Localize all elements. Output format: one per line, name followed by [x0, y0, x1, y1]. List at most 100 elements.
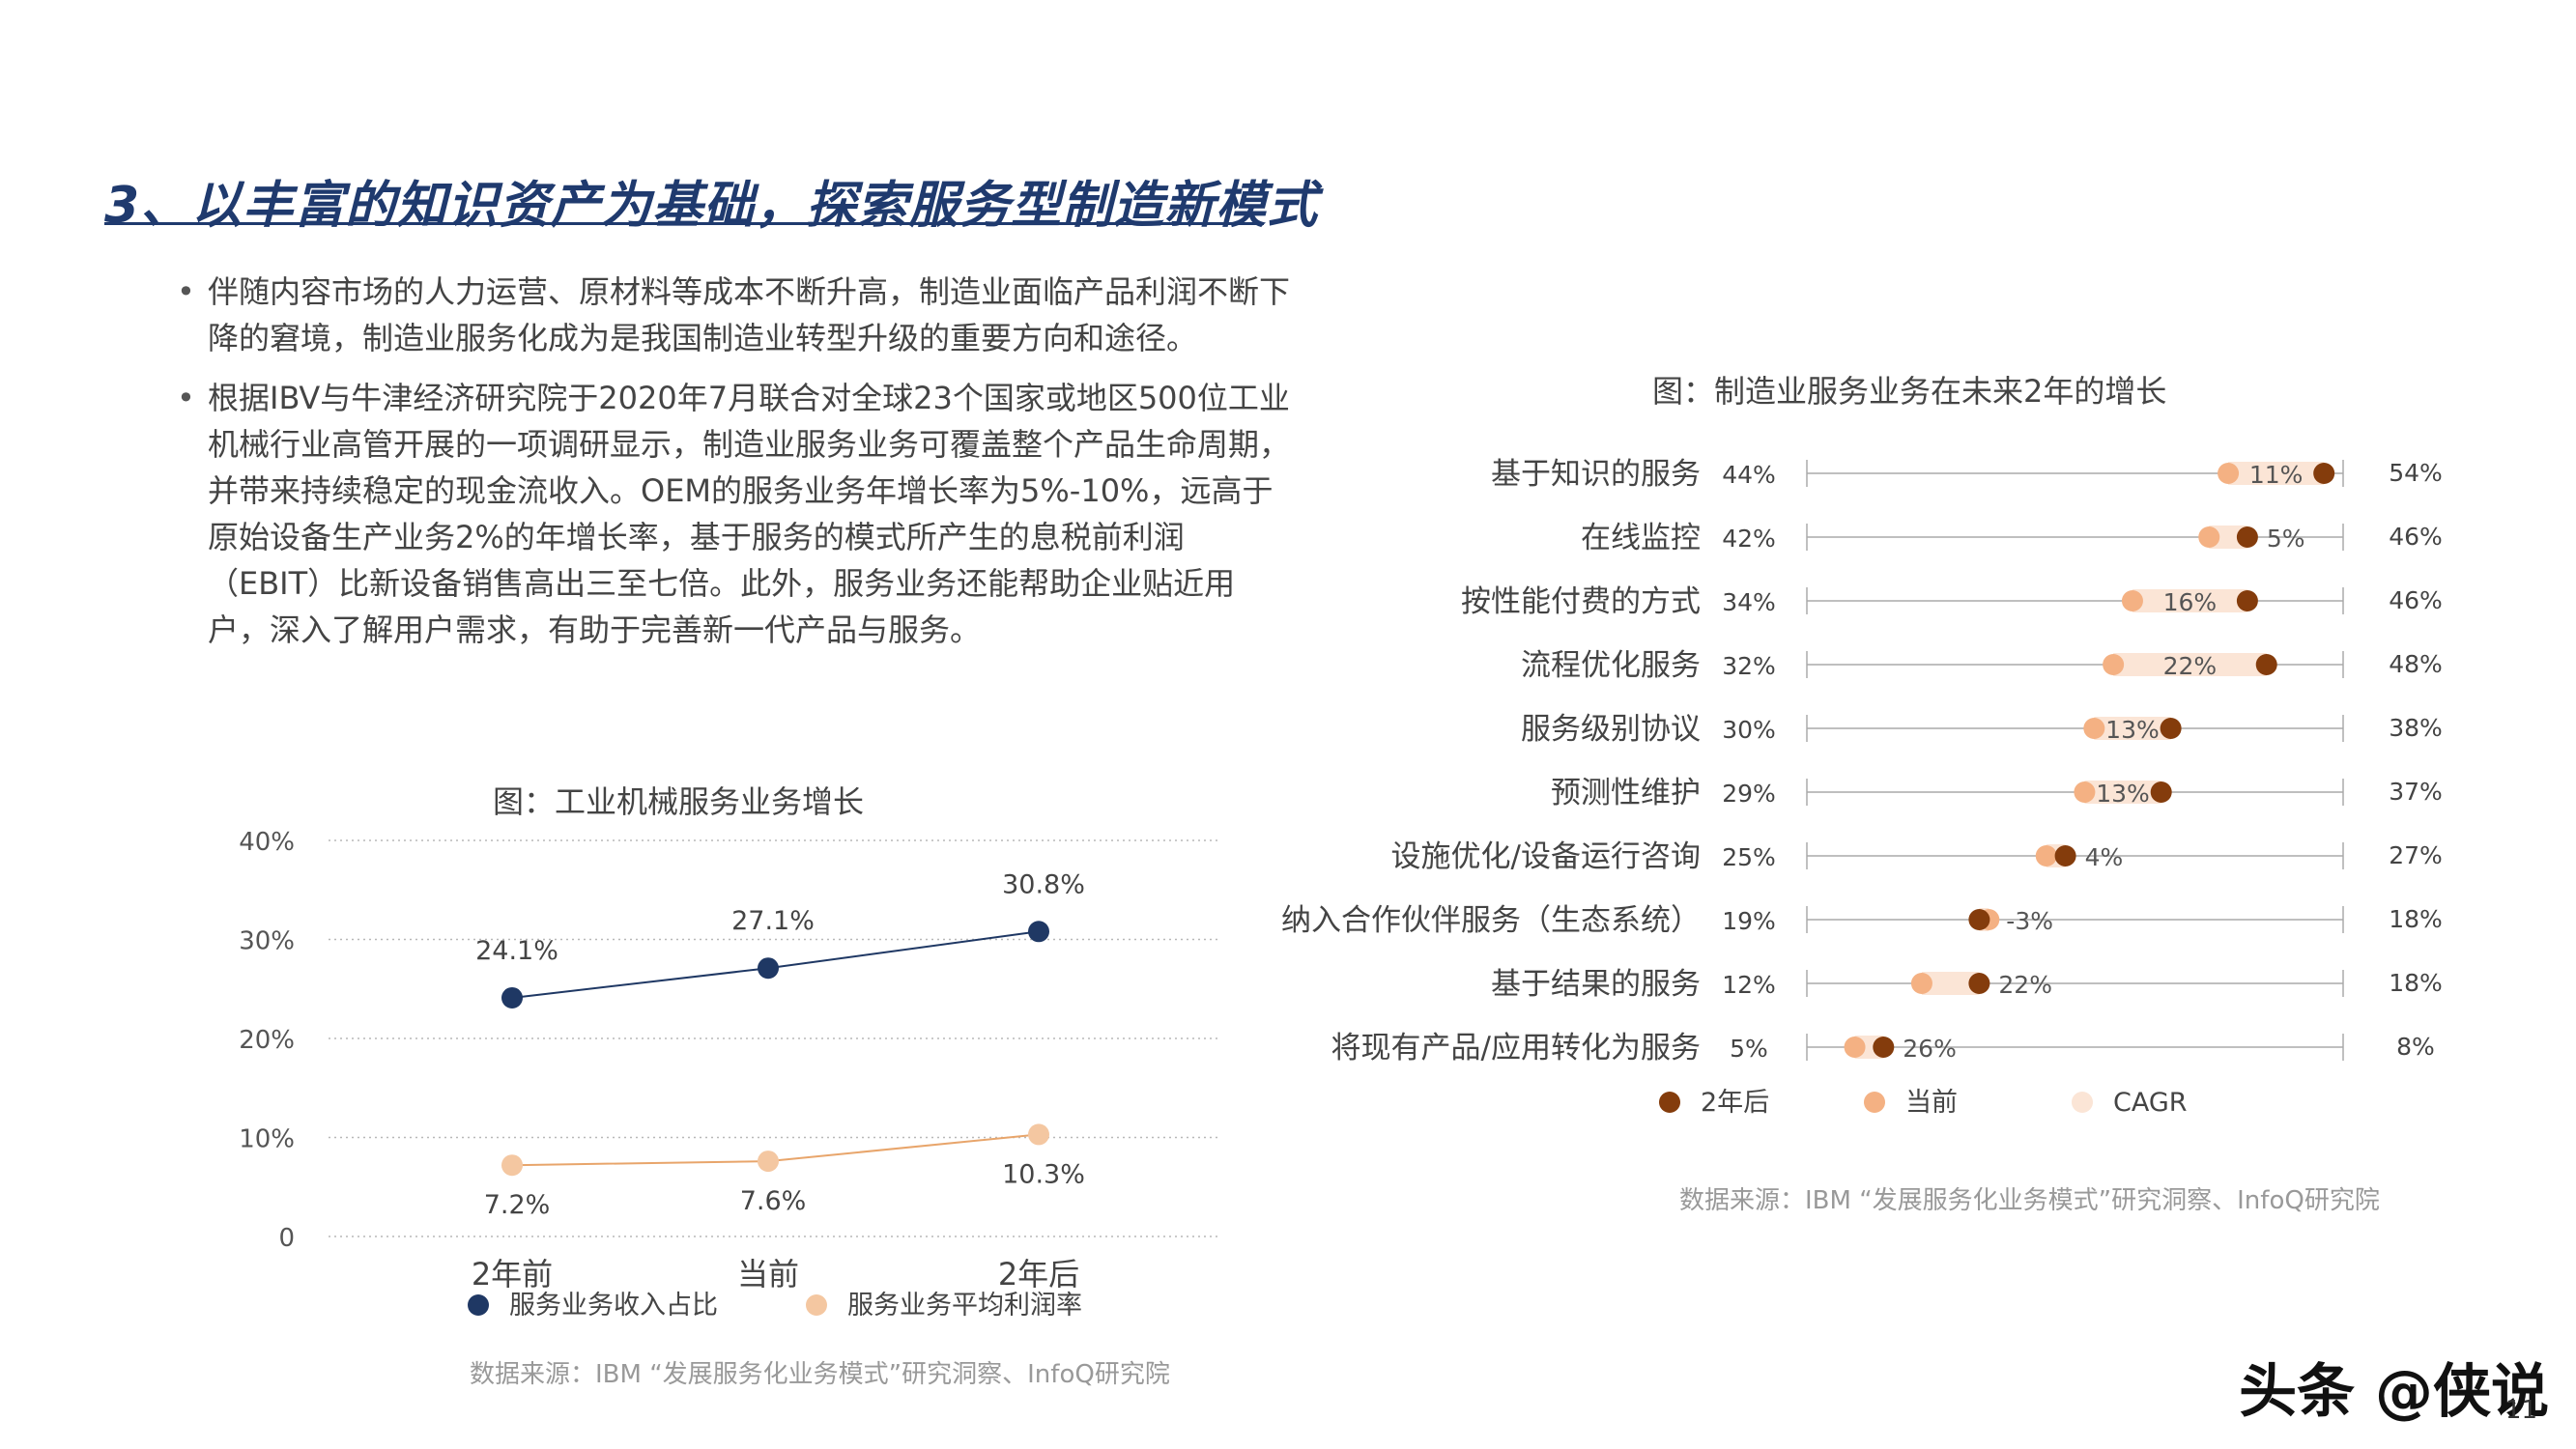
bullet-list: • 伴随内容市场的人力运营、原材料等成本不断升高，制造业面临产品利润不断下降的窘…: [177, 269, 1291, 667]
bullet-text: 伴随内容市场的人力运营、原材料等成本不断升高，制造业面临产品利润不断下降的窘境，…: [208, 273, 1291, 356]
legend-marker: [1864, 1092, 1885, 1113]
data-label: 7.6%: [740, 1186, 807, 1216]
cagr-label: 22%: [1998, 971, 2052, 999]
current-value-label: 42%: [1722, 525, 1776, 553]
after-2y-point: [2150, 781, 2172, 803]
legend-label: 服务业务收入占比: [509, 1291, 718, 1321]
data-point: [1028, 1123, 1049, 1146]
after-2y-value-label: 27%: [2389, 841, 2443, 869]
after-2y-value-label: 8%: [2396, 1033, 2435, 1061]
cagr-label: 5%: [2267, 525, 2305, 553]
current-value-label: 25%: [1722, 843, 1776, 871]
dumbbell-chart: 基于知识的服务 44% 11% 54% 在线监控 42% 5% 46% 按性能付费的方式 34% 1…: [1281, 457, 2443, 1118]
legend-label: 服务业务平均利润率: [847, 1291, 1082, 1321]
bullet-item: • 伴随内容市场的人力运营、原材料等成本不断升高，制造业面临产品利润不断下降的窘…: [177, 269, 1291, 361]
after-2y-point: [2054, 845, 2076, 867]
category-label: 预测性维护: [1551, 776, 1701, 810]
category-label: 纳入合作伙伴服务（生态系统）: [1281, 903, 1701, 938]
current-point: [2121, 590, 2143, 611]
category-label: 基于结果的服务: [1491, 967, 1701, 1002]
legend-marker: [1659, 1092, 1680, 1113]
title-underline: [104, 222, 1264, 225]
line-chart-caption: 图：工业机械服务业务增长: [493, 783, 865, 820]
current-point: [2103, 654, 2125, 675]
current-value-label: 44%: [1722, 461, 1776, 489]
after-2y-point: [1968, 909, 1990, 930]
cagr-bar: [2094, 717, 2171, 740]
after-2y-value-label: 46%: [2389, 586, 2443, 614]
after-2y-point: [1873, 1037, 1895, 1058]
data-point: [501, 986, 523, 1009]
legend-label: 2年后: [1701, 1088, 1769, 1118]
data-point: [501, 1154, 523, 1177]
current-point: [1844, 1037, 1866, 1058]
after-2y-value-label: 37%: [2389, 778, 2443, 806]
after-2y-value-label: 38%: [2389, 714, 2443, 742]
legend-marker: [806, 1294, 827, 1316]
legend-marker: [2072, 1092, 2093, 1113]
data-point: [1028, 921, 1049, 943]
cagr-label: -3%: [2006, 907, 2053, 935]
bullet-marker: •: [177, 273, 195, 310]
after-2y-point: [2160, 718, 2182, 739]
current-point: [2198, 526, 2220, 548]
legend-label: CAGR: [2113, 1088, 2188, 1118]
y-tick-label: 0: [278, 1224, 295, 1253]
page-number: 11: [2504, 1396, 2537, 1425]
y-tick-label: 20%: [239, 1026, 295, 1055]
category-label: 在线监控: [1581, 521, 1701, 555]
current-value-label: 19%: [1722, 907, 1776, 935]
after-2y-point: [2255, 654, 2277, 675]
page-title: 3、以丰富的知识资产为基础，探索服务型制造新模式: [104, 177, 1319, 235]
after-2y-value-label: 54%: [2389, 459, 2443, 487]
current-point: [2083, 718, 2105, 739]
dumbbell-chart-caption: 图：制造业服务业务在未来2年的增长: [1652, 373, 2167, 410]
after-2y-point: [1968, 973, 1990, 994]
cagr-label: 16%: [2163, 588, 2218, 616]
y-tick-label: 10%: [239, 1125, 295, 1154]
data-label: 24.1%: [475, 936, 558, 966]
current-value-label: 34%: [1722, 588, 1776, 616]
category-label: 基于知识的服务: [1491, 457, 1701, 492]
line-chart: 0 10% 20% 30% 40% 2年前 当前 2年后 24.1% 27.1% 30.8% 7.2%…: [239, 828, 1217, 1321]
bullet-marker: •: [177, 380, 195, 416]
data-label: 30.8%: [1002, 869, 1085, 899]
x-tick-label: 2年前: [472, 1256, 553, 1293]
watermark: 头条 @侠说: [2239, 1358, 2549, 1426]
current-point: [1910, 973, 1932, 994]
legend-label: 当前: [1905, 1088, 1958, 1118]
category-label: 流程优化服务: [1521, 648, 1701, 683]
after-2y-value-label: 18%: [2389, 905, 2443, 933]
dumbbell-chart-source: 数据来源：IBM “发展服务化业务模式”研究洞察、InfoQ研究院: [1679, 1186, 2380, 1215]
current-point: [2035, 845, 2057, 867]
y-tick-label: 40%: [239, 828, 295, 857]
after-2y-point: [2236, 526, 2258, 548]
x-tick-label: 2年后: [998, 1256, 1079, 1293]
data-label: 10.3%: [1002, 1159, 1085, 1189]
cagr-bar: [2113, 653, 2267, 676]
after-2y-point: [2236, 590, 2258, 611]
cagr-bar: [2132, 589, 2247, 612]
current-point: [2218, 463, 2240, 484]
current-point: [2074, 781, 2096, 803]
after-2y-value-label: 46%: [2389, 523, 2443, 551]
bullet-text: 根据IBV与牛津经济研究院于2020年7月联合对全球23个国家或地区500位工业…: [208, 380, 1291, 648]
cagr-label: 26%: [1903, 1035, 1957, 1063]
cagr-label: 13%: [2096, 780, 2150, 808]
cagr-label: 4%: [2085, 843, 2124, 871]
data-label: 7.2%: [484, 1190, 551, 1220]
current-value-label: 5%: [1730, 1035, 1768, 1063]
data-point: [758, 957, 779, 980]
x-tick-label: 当前: [737, 1256, 799, 1293]
cagr-bar: [2228, 462, 2325, 485]
current-value-label: 32%: [1722, 652, 1776, 680]
cagr-label: 11%: [2249, 461, 2304, 489]
bullet-item: • 根据IBV与牛津经济研究院于2020年7月联合对全球23个国家或地区500位…: [177, 375, 1291, 653]
current-value-label: 12%: [1722, 971, 1776, 999]
cagr-label: 22%: [2163, 652, 2218, 680]
category-label: 将现有产品/应用转化为服务: [1331, 1031, 1701, 1065]
y-tick-label: 30%: [239, 927, 295, 956]
data-point: [758, 1151, 779, 1173]
after-2y-value-label: 18%: [2389, 969, 2443, 997]
line-chart-source: 数据来源：IBM “发展服务化业务模式”研究洞察、InfoQ研究院: [470, 1360, 1170, 1389]
